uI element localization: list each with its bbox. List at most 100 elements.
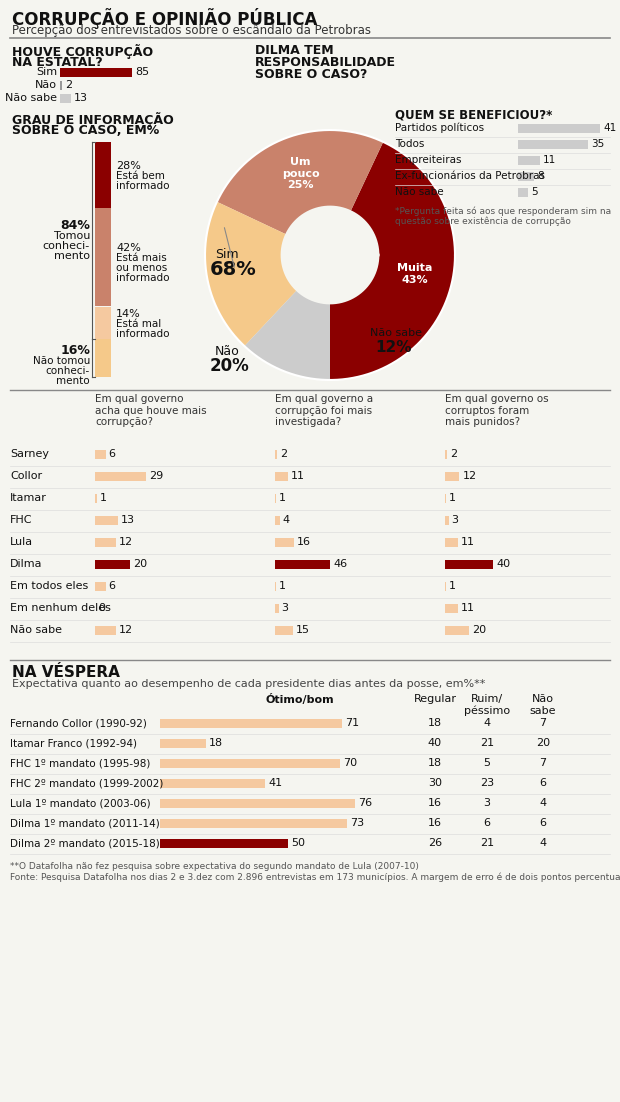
Text: Collor: Collor bbox=[10, 471, 42, 480]
Text: HOUVE CORRUPÇÃO: HOUVE CORRUPÇÃO bbox=[12, 44, 153, 60]
Text: FHC 2º mandato (1999-2002): FHC 2º mandato (1999-2002) bbox=[10, 778, 164, 788]
Bar bbox=[160, 738, 206, 747]
Text: 14%: 14% bbox=[116, 309, 141, 318]
Text: NA VÉSPERA: NA VÉSPERA bbox=[12, 665, 120, 680]
Bar bbox=[275, 560, 330, 569]
Bar bbox=[160, 799, 355, 808]
Text: 16: 16 bbox=[428, 798, 442, 808]
Bar bbox=[95, 339, 111, 377]
Text: Não sabe: Não sabe bbox=[5, 93, 57, 102]
Text: Está mais: Está mais bbox=[116, 253, 167, 263]
Text: 4: 4 bbox=[283, 515, 290, 525]
Bar bbox=[275, 494, 276, 503]
Text: Percepção dos entrevistados sobre o escândalo da Petrobras: Percepção dos entrevistados sobre o escâ… bbox=[12, 24, 371, 37]
Text: *Pergunta feita só aos que responderam sim na
questão sobre existência de corrup: *Pergunta feita só aos que responderam s… bbox=[395, 206, 611, 227]
Text: DILMA TEM: DILMA TEM bbox=[255, 44, 334, 57]
Text: 16: 16 bbox=[428, 818, 442, 828]
Text: FHC: FHC bbox=[10, 515, 32, 525]
Text: Sarney: Sarney bbox=[10, 449, 49, 460]
Bar bbox=[445, 604, 458, 613]
Text: Fonte: Pesquisa Datafolha nos dias 2 e 3.dez com 2.896 entrevistas em 173 municí: Fonte: Pesquisa Datafolha nos dias 2 e 3… bbox=[10, 872, 620, 882]
Text: Está mal: Está mal bbox=[116, 318, 161, 329]
Text: CORRUPÇÃO E OPINIÃO PÚBLICA: CORRUPÇÃO E OPINIÃO PÚBLICA bbox=[12, 8, 317, 29]
Text: Itamar Franco (1992-94): Itamar Franco (1992-94) bbox=[10, 738, 137, 748]
Text: Sim: Sim bbox=[215, 248, 239, 261]
Text: Partidos políticos: Partidos políticos bbox=[395, 122, 484, 133]
Text: NA ESTATAL?: NA ESTATAL? bbox=[12, 56, 103, 69]
Text: Ótimo/bom: Ótimo/bom bbox=[266, 694, 334, 705]
Text: 4: 4 bbox=[484, 719, 490, 728]
Text: Ruim/
péssimo: Ruim/ péssimo bbox=[464, 694, 510, 716]
Text: Fernando Collor (1990-92): Fernando Collor (1990-92) bbox=[10, 719, 147, 728]
Text: 18: 18 bbox=[428, 758, 442, 768]
Text: Em qual governo a
corrupção foi mais
investigada?: Em qual governo a corrupção foi mais inv… bbox=[275, 395, 373, 428]
Text: 4: 4 bbox=[539, 798, 547, 808]
Text: Não sabe: Não sabe bbox=[395, 187, 444, 197]
Text: QUEM SE BENEFICIOU?*: QUEM SE BENEFICIOU?* bbox=[395, 108, 552, 121]
Text: 11: 11 bbox=[543, 155, 556, 165]
Text: 46: 46 bbox=[333, 559, 347, 569]
Bar bbox=[95, 472, 146, 480]
Bar bbox=[445, 560, 493, 569]
Text: 15: 15 bbox=[296, 625, 310, 635]
Bar bbox=[95, 494, 97, 503]
Bar bbox=[275, 450, 277, 458]
Text: 68%: 68% bbox=[210, 260, 257, 279]
Bar bbox=[60, 82, 62, 90]
Text: 6: 6 bbox=[539, 778, 546, 788]
Text: 2: 2 bbox=[64, 80, 72, 90]
Bar bbox=[95, 450, 105, 458]
Bar bbox=[275, 604, 278, 613]
Text: 11: 11 bbox=[291, 471, 305, 480]
Text: 3: 3 bbox=[484, 798, 490, 808]
Bar bbox=[445, 582, 446, 591]
Text: 1: 1 bbox=[450, 581, 456, 591]
Bar bbox=[95, 538, 116, 547]
Text: 70: 70 bbox=[343, 758, 356, 768]
Text: 3: 3 bbox=[281, 603, 288, 613]
Bar bbox=[95, 306, 111, 339]
Bar bbox=[445, 538, 458, 547]
Text: Todos: Todos bbox=[395, 139, 424, 149]
Text: 6: 6 bbox=[108, 449, 115, 460]
Bar bbox=[275, 516, 280, 525]
Bar bbox=[275, 538, 294, 547]
Bar bbox=[95, 626, 116, 635]
Text: 5: 5 bbox=[531, 187, 538, 197]
Bar bbox=[95, 208, 111, 306]
Text: informado: informado bbox=[116, 329, 169, 339]
Bar bbox=[445, 494, 446, 503]
Bar bbox=[445, 472, 459, 480]
Text: Regular: Regular bbox=[414, 694, 456, 704]
Text: Não: Não bbox=[215, 345, 240, 358]
Text: SOBRE O CASO, EM%: SOBRE O CASO, EM% bbox=[12, 125, 159, 137]
Text: 41: 41 bbox=[603, 123, 616, 133]
Text: 29: 29 bbox=[149, 471, 163, 480]
Text: 6: 6 bbox=[484, 818, 490, 828]
Text: SOBRE O CASO?: SOBRE O CASO? bbox=[255, 68, 368, 82]
Text: conheci-: conheci- bbox=[46, 366, 90, 376]
Text: Não
sabe: Não sabe bbox=[529, 694, 556, 715]
Bar bbox=[518, 188, 528, 197]
Text: 12: 12 bbox=[119, 537, 133, 547]
Bar bbox=[95, 142, 111, 208]
Text: Não: Não bbox=[35, 80, 57, 90]
Bar bbox=[160, 758, 340, 767]
Text: 11: 11 bbox=[461, 537, 475, 547]
Text: 12: 12 bbox=[463, 471, 477, 480]
Text: 71: 71 bbox=[345, 719, 360, 728]
Text: 6: 6 bbox=[539, 818, 546, 828]
Text: 1: 1 bbox=[279, 493, 286, 503]
Text: 3: 3 bbox=[451, 515, 459, 525]
Text: 13: 13 bbox=[121, 515, 135, 525]
Text: 41: 41 bbox=[268, 778, 282, 788]
Text: 21: 21 bbox=[480, 838, 494, 849]
Text: 7: 7 bbox=[539, 758, 547, 768]
Text: GRAU DE INFORMAÇÃO: GRAU DE INFORMAÇÃO bbox=[12, 112, 174, 127]
Text: RESPONSABILIDADE: RESPONSABILIDADE bbox=[255, 56, 396, 69]
Polygon shape bbox=[205, 202, 297, 346]
Text: Tomou: Tomou bbox=[53, 230, 90, 240]
Bar bbox=[95, 560, 130, 569]
Text: 21: 21 bbox=[480, 738, 494, 748]
Text: informado: informado bbox=[116, 273, 169, 283]
